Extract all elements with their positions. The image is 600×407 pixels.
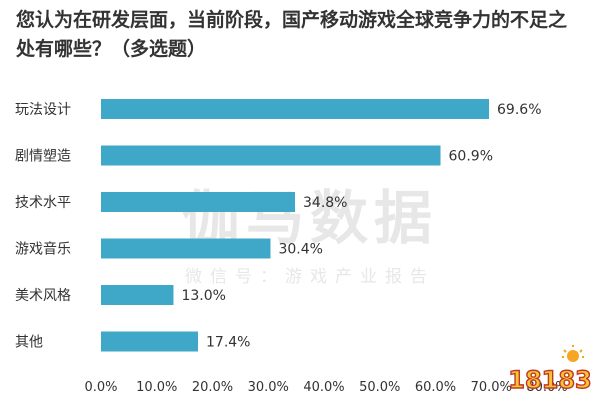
category-label: 美术风格 xyxy=(15,288,71,304)
category-label: 游戏音乐 xyxy=(15,241,71,258)
value-label: 17.4% xyxy=(206,335,250,351)
value-label: 69.6% xyxy=(497,102,541,118)
value-label: 13.0% xyxy=(181,288,225,304)
value-label: 60.9% xyxy=(449,149,493,165)
x-tick-label: 60.0% xyxy=(415,380,456,395)
category-label: 技术水平 xyxy=(15,195,71,211)
x-tick-label: 70.0% xyxy=(471,380,512,395)
bar-0 xyxy=(101,99,490,119)
value-label: 34.8% xyxy=(303,195,347,211)
x-tick-label: 30.0% xyxy=(248,380,289,395)
x-tick-label: 20.0% xyxy=(192,380,233,395)
x-tick-label: 50.0% xyxy=(359,380,400,395)
bar-5 xyxy=(101,331,199,352)
chart-title: 您认为在研发层面，当前阶段，国产移动游戏全球竞争力的不足之处有哪些？（多选题） xyxy=(16,9,568,60)
sun-icon xyxy=(562,345,584,362)
x-tick-label: 80.0% xyxy=(526,380,567,395)
x-tick-label: 10.0% xyxy=(136,380,177,395)
x-axis-ticks: 0.0% 10.0% 20.0% 30.0% 40.0% 50.0% 60.0% 70.0% 8… xyxy=(84,380,567,395)
sun-badge-logo: 18183 xyxy=(508,345,592,395)
bar-4 xyxy=(101,285,174,305)
x-tick-label: 0.0% xyxy=(84,380,117,395)
value-label: 30.4% xyxy=(278,242,322,258)
bar-1 xyxy=(101,145,441,166)
bar-3 xyxy=(101,238,271,259)
category-label: 其他 xyxy=(15,335,43,351)
watermark-sub: 微信号：游戏产业报告 xyxy=(185,267,435,287)
category-label: 玩法设计 xyxy=(15,102,71,118)
value-labels: 69.6% 60.9% 34.8% 30.4% 13.0% 17.4% xyxy=(181,102,541,351)
bars-group xyxy=(101,99,490,352)
bar-2 xyxy=(101,192,296,212)
x-tick-label: 40.0% xyxy=(303,380,344,395)
logo-text: 18183 xyxy=(508,366,592,394)
category-label: 剧情塑造 xyxy=(15,149,71,165)
